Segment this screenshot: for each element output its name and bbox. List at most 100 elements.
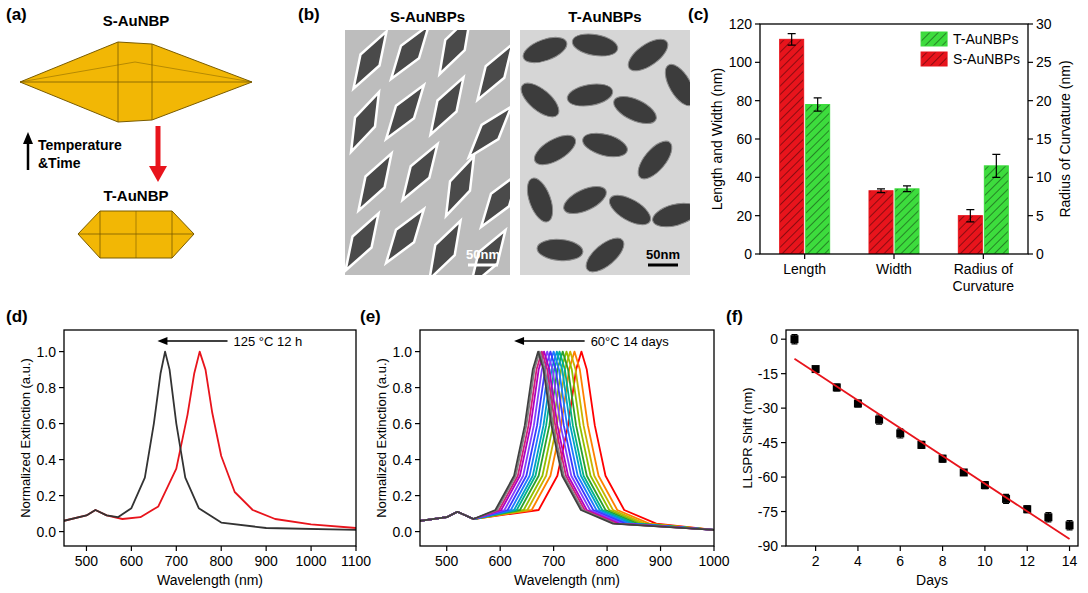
particle: [571, 31, 620, 60]
x-tick-label: 1000: [698, 553, 729, 569]
bar: [780, 39, 804, 254]
process-arrow-head: [149, 166, 167, 182]
annotation: 60°C 14 days: [591, 334, 670, 349]
y-tick-label: -15: [758, 366, 778, 382]
y-tick: [415, 459, 420, 460]
y2-tick: [1028, 215, 1033, 216]
x-tick: [221, 546, 222, 551]
y-tick-label: 0.6: [393, 416, 413, 432]
error-bar: [966, 210, 974, 222]
y2-tick: [1028, 62, 1033, 63]
y-tick: [415, 351, 420, 352]
y-tick-label: 100: [729, 54, 753, 70]
y-tick-label: 0.6: [37, 416, 57, 432]
scale-bar: [648, 264, 678, 267]
y-tick-label: 120: [729, 16, 753, 32]
y-tick-label: 20: [736, 208, 752, 224]
particle: [436, 151, 484, 220]
y-tick-label: 0.4: [37, 452, 57, 468]
particle: [460, 100, 510, 165]
facet-line: [152, 44, 153, 120]
plot-frame: [760, 24, 1028, 254]
particle: [393, 138, 447, 206]
y2-tick: [1028, 253, 1033, 254]
bar: [895, 189, 919, 254]
particle: [468, 38, 510, 106]
line-series: [794, 359, 1069, 539]
legend-label: T-AuNBPs: [953, 31, 1018, 47]
facet-line: [20, 62, 252, 82]
x-tick: [266, 546, 267, 551]
increase-arrow-head: [23, 132, 33, 144]
particle: [522, 175, 557, 225]
particle: [421, 72, 473, 140]
y-tick-label: 0.4: [393, 452, 413, 468]
bipyramid-sharp: [20, 42, 252, 122]
y2-tick: [1028, 177, 1033, 178]
x-tick-label: Radius ofCurvature: [953, 261, 1015, 294]
x-tick: [1027, 546, 1028, 551]
label-line: Radius of: [954, 261, 1013, 277]
x-tick: [446, 546, 447, 551]
x-axis-title: Wavelength (nm): [514, 572, 620, 588]
increase-arrow: [27, 142, 30, 170]
y-tick-label: 0.2: [37, 488, 57, 504]
annotation-arrow: [165, 340, 227, 342]
y-tick: [781, 442, 786, 443]
x-tick: [355, 546, 356, 551]
y-tick: [755, 23, 760, 24]
y2-tick-label: 15: [1036, 131, 1052, 147]
x-tick: [86, 546, 87, 551]
error-bar: [1067, 521, 1073, 530]
plot-marks: [420, 352, 714, 530]
y-tick-label: -75: [758, 504, 778, 520]
x-tick-label: 800: [210, 553, 234, 569]
y-tick: [755, 62, 760, 63]
particle: [420, 216, 470, 275]
bar: [869, 191, 893, 254]
x-tick: [804, 254, 805, 259]
line-series: [420, 352, 714, 530]
particle: [345, 30, 396, 94]
particle: [377, 79, 433, 146]
y-tick-label: 1.0: [393, 344, 413, 360]
x-tick: [893, 254, 894, 259]
bar: [806, 105, 830, 255]
y-tick-label: 40: [736, 169, 752, 185]
point: [790, 335, 798, 343]
panel-label: (f): [726, 307, 743, 326]
y2-tick: [1028, 138, 1033, 139]
error-bar: [788, 34, 796, 46]
x-tick: [815, 546, 816, 551]
particle: [650, 199, 690, 231]
y2-tick: [1028, 100, 1033, 101]
image-title: S-AuNBPs: [390, 8, 465, 25]
legend-label: S-AuNBPs: [953, 51, 1020, 67]
y-tick: [415, 495, 420, 496]
label-line: Curvature: [953, 278, 1015, 294]
error-bar: [1045, 513, 1051, 522]
x-tick-label: 700: [165, 553, 189, 569]
y-tick: [755, 138, 760, 139]
y-tick: [781, 511, 786, 512]
particle: [430, 30, 480, 79]
panel-label: (b): [298, 5, 320, 24]
y-tick: [781, 373, 786, 374]
y-tick: [59, 459, 64, 460]
bar: [984, 166, 1008, 254]
particle: [610, 91, 661, 129]
x-tick-label: 900: [649, 553, 673, 569]
line-series: [420, 352, 714, 530]
arrow-label: &Time: [38, 155, 81, 171]
process-arrow: [156, 126, 161, 168]
x-tick: [500, 546, 501, 551]
x-tick-label: 12: [1019, 553, 1035, 569]
x-tick: [983, 254, 984, 259]
tem-image: [345, 30, 510, 275]
x-tick-label: 600: [120, 553, 144, 569]
facet-line: [136, 211, 137, 258]
y-tick-label: 0.2: [393, 488, 413, 504]
x-tick: [942, 546, 943, 551]
plot-frame: [420, 330, 714, 546]
x-tick: [900, 546, 901, 551]
